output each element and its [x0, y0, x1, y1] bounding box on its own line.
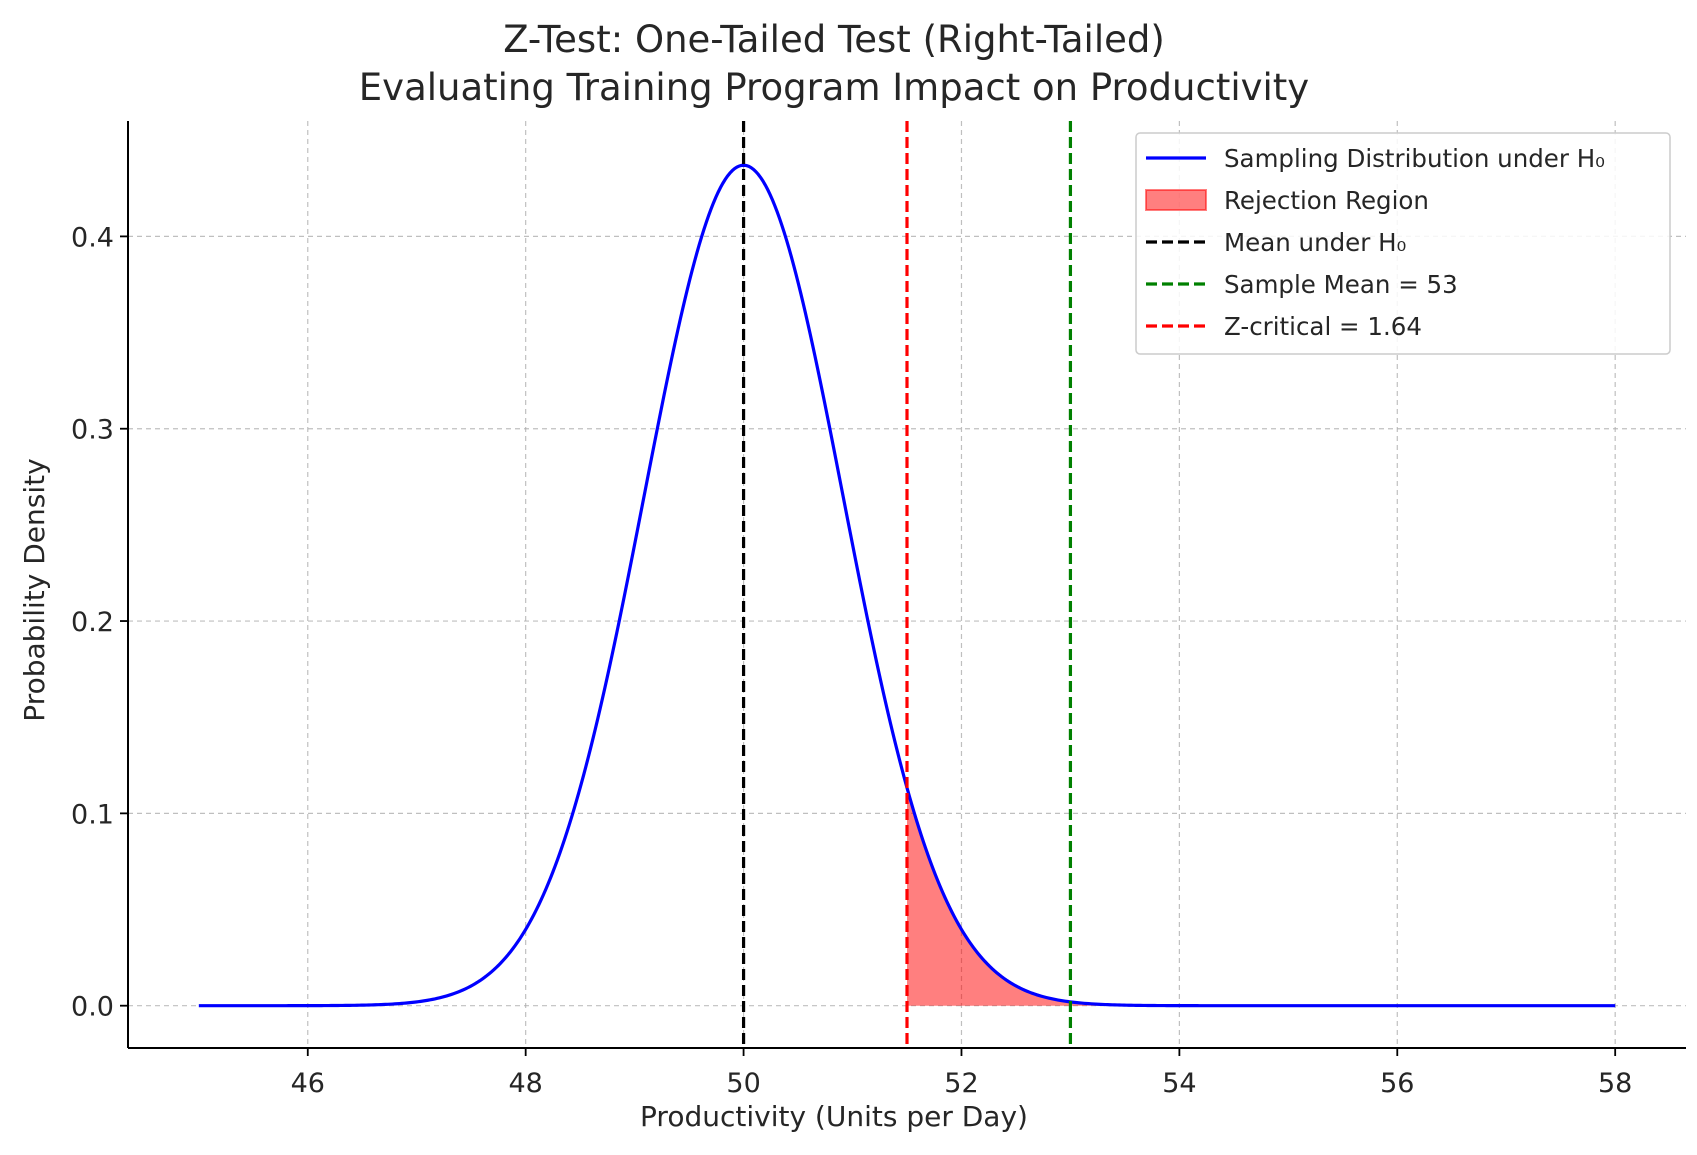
legend-label-0: Sampling Distribution under H₀: [1224, 144, 1605, 173]
x-tick-label-1: 48: [508, 1068, 542, 1099]
legend-label-2: Mean under H₀: [1224, 228, 1406, 257]
reference-lines: [741, 121, 1073, 1048]
chart-title-line-2: Evaluating Training Program Impact on Pr…: [359, 66, 1309, 109]
legend-label-4: Z-critical = 1.64: [1224, 312, 1422, 341]
y-tick-label-2: 0.2: [71, 607, 114, 638]
x-tick-label-3: 52: [944, 1068, 978, 1099]
x-axis-label: Productivity (Units per Day): [640, 1100, 1028, 1133]
legend-box: [1135, 132, 1671, 355]
x-tick-label-0: 46: [291, 1068, 325, 1099]
legend-swatch-1: [1145, 189, 1207, 211]
y-axis-label: Probability Density: [18, 458, 51, 721]
y-tick-label-4: 0.4: [71, 222, 114, 253]
chart-title-line-1: Z-Test: One-Tailed Test (Right-Tailed): [503, 18, 1165, 61]
x-tick-label-4: 54: [1162, 1068, 1196, 1099]
legend-label-1: Rejection Region: [1224, 186, 1429, 215]
y-axis-ticks: 0.0 0.1 0.2 0.3 0.4: [71, 222, 128, 1023]
legend-label-3: Sample Mean = 53: [1224, 270, 1458, 299]
rejection-region-area: [907, 787, 1616, 1006]
y-tick-label-0: 0.0: [71, 992, 114, 1023]
x-tick-label-6: 58: [1598, 1068, 1632, 1099]
legend: Sampling Distribution under H₀ Rejection …: [1135, 132, 1671, 355]
x-tick-label-5: 56: [1380, 1068, 1414, 1099]
y-tick-label-1: 0.1: [71, 799, 114, 830]
x-tick-label-2: 50: [726, 1068, 760, 1099]
x-axis-ticks: 46 48 50 52 54 56 58: [291, 1048, 1632, 1099]
y-tick-label-3: 0.3: [71, 415, 114, 446]
